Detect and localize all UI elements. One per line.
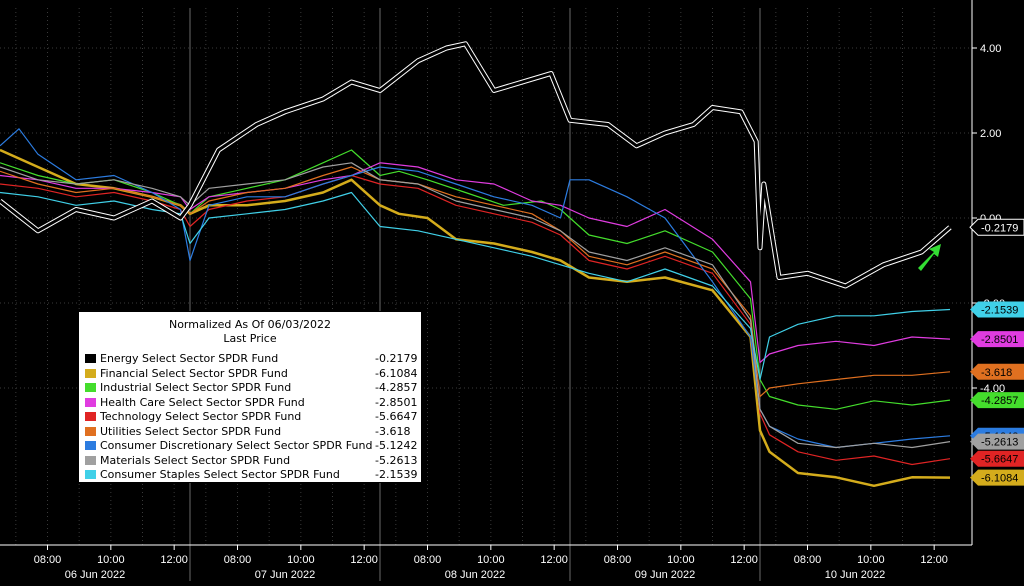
legend-swatch: [85, 470, 96, 479]
value-tag: -2.1539: [970, 301, 1024, 318]
legend-swatch: [85, 426, 96, 436]
value-tag-label: -2.8501: [981, 334, 1018, 346]
legend-row: Materials Select Sector SPDR Fund -5.2613: [85, 453, 418, 468]
legend-series-name: Energy Select Sector SPDR Fund: [100, 352, 279, 365]
x-day-label: 06 Jun 2022: [65, 569, 126, 581]
x-tick-label: 12:00: [730, 554, 758, 566]
y-tick-label: 2.00: [980, 128, 1001, 140]
value-tag-label: -5.2613: [981, 437, 1018, 449]
x-tick-label: 12:00: [920, 554, 948, 566]
trend-arrow-icon: [918, 244, 941, 271]
legend-series-value: -2.1539: [375, 468, 418, 481]
value-tag-label: -2.1539: [981, 305, 1018, 317]
legend-swatch: [85, 455, 96, 465]
value-tag-bg: [970, 363, 1024, 380]
value-tag-bg: [970, 392, 1024, 409]
x-day-label: 10 Jun 2022: [825, 569, 886, 581]
series-line: [0, 166, 951, 398]
value-tag-bg: [969, 218, 1024, 236]
legend-series-name: Consumer Staples Select Sector SPDR Fund: [100, 468, 340, 481]
value-tag: -0.2179: [969, 218, 1024, 236]
legend-title: Normalized As Of 06/03/2022: [168, 318, 332, 331]
value-tag-label: -5.6647: [981, 454, 1018, 466]
value-tag-label: -4.2857: [981, 395, 1018, 407]
x-tick-label: 08:00: [794, 554, 822, 566]
value-tag: -4.2857: [970, 392, 1024, 409]
legend-series-value: -5.1242: [375, 439, 418, 452]
legend-series-name: Technology Select Sector SPDR Fund: [100, 410, 302, 423]
value-tag-bg: [970, 450, 1024, 467]
x-tick-label: 08:00: [34, 554, 62, 566]
value-tag: -5.2613: [970, 433, 1024, 450]
legend-swatch: [85, 412, 96, 421]
x-day-label: 08 Jun 2022: [445, 569, 506, 581]
value-tag: -6.1084: [970, 469, 1024, 486]
legend-swatch: [85, 441, 96, 450]
value-tag-bg: [970, 331, 1024, 348]
legend-row: Energy Select Sector SPDR Fund -0.2179: [85, 352, 418, 366]
x-tick-label: 12:00: [160, 554, 188, 566]
value-tag-label: -6.1084: [981, 473, 1018, 485]
x-tick-label: 10:00: [857, 554, 885, 566]
x-tick-label: 10:00: [667, 554, 695, 566]
axis-layer: 4.002.000.00-2.00-4.0008:0010:0012:0008:…: [0, 0, 1005, 581]
y-tick-label: -4.00: [980, 383, 1005, 395]
legend-swatch: [85, 397, 96, 407]
legend-series-name: Financial Select Sector SPDR Fund: [100, 366, 288, 380]
legend-series-value: -5.2613: [375, 453, 418, 467]
legend-series-value: -4.2857: [375, 381, 418, 394]
legend-series-value: -5.6647: [375, 410, 418, 423]
series-line: [0, 162, 951, 364]
x-tick-label: 08:00: [224, 554, 252, 566]
legend-series-name: Industrial Select Sector SPDR Fund: [100, 381, 292, 394]
value-tag-bg: [970, 469, 1024, 486]
legend-series-value: -6.1084: [375, 366, 418, 380]
legend-row: Consumer Staples Select Sector SPDR Fund…: [85, 468, 418, 482]
legend-swatch: [85, 383, 96, 392]
legend-series-value: -3.618: [375, 424, 411, 438]
legend-series-value: -0.2179: [375, 352, 418, 365]
series-line: [0, 42, 951, 288]
x-tick-label: 08:00: [604, 554, 632, 566]
x-day-label: 07 Jun 2022: [255, 569, 316, 581]
value-tag: -5.6647: [970, 450, 1024, 467]
value-tag-label: -3.618: [981, 367, 1012, 379]
legend-series-value: -2.8501: [375, 395, 418, 409]
value-tag: -2.8501: [970, 331, 1024, 348]
legend-subtitle: Last Price: [223, 332, 277, 345]
x-tick-label: 10:00: [287, 554, 315, 566]
value-tag-label: -0.2179: [981, 222, 1018, 234]
legend-series-name: Health Care Select Sector SPDR Fund: [100, 395, 305, 409]
x-day-label: 09 Jun 2022: [635, 569, 696, 581]
legend-swatch: [85, 354, 96, 363]
series-line: [0, 174, 951, 466]
series-layer: [0, 41, 952, 488]
legend-row: Consumer Discretionary Select Sector SPD…: [85, 439, 418, 453]
legend-row: Industrial Select Sector SPDR Fund -4.285…: [85, 381, 418, 395]
grid-layer: [0, 8, 972, 581]
value-tag-bg: [970, 433, 1024, 450]
y-tick-label: 4.00: [980, 43, 1001, 55]
value-tag: -3.618: [970, 363, 1024, 380]
legend-row: Health Care Select Sector SPDR Fund -2.85…: [85, 395, 418, 410]
legend-row: Technology Select Sector SPDR Fund -5.664…: [85, 410, 418, 424]
x-tick-label: 08:00: [414, 554, 442, 566]
legend-row: Utilities Select Sector SPDR Fund -3.618: [85, 425, 415, 439]
legend-series-name: Materials Select Sector SPDR Fund: [100, 453, 291, 467]
legend-row: Financial Select Sector SPDR Fund -6.1084: [85, 366, 418, 381]
legend: Normalized As Of 06/03/2022 Last Price E…: [78, 311, 422, 483]
value-tag-bg: [970, 301, 1024, 318]
legend-swatch: [85, 368, 96, 378]
legend-series-name: Consumer Discretionary Select Sector SPD…: [100, 439, 373, 452]
legend-series-name: Utilities Select Sector SPDR Fund: [100, 424, 282, 438]
series-line: [0, 162, 951, 449]
x-tick-label: 10:00: [97, 554, 125, 566]
x-tick-label: 12:00: [350, 554, 378, 566]
tag-layer: -0.2179 -6.1084 -4.2857 -2.8501 -5.6647 -3.61…: [969, 218, 1024, 486]
x-tick-label: 12:00: [540, 554, 568, 566]
x-tick-label: 10:00: [477, 554, 505, 566]
